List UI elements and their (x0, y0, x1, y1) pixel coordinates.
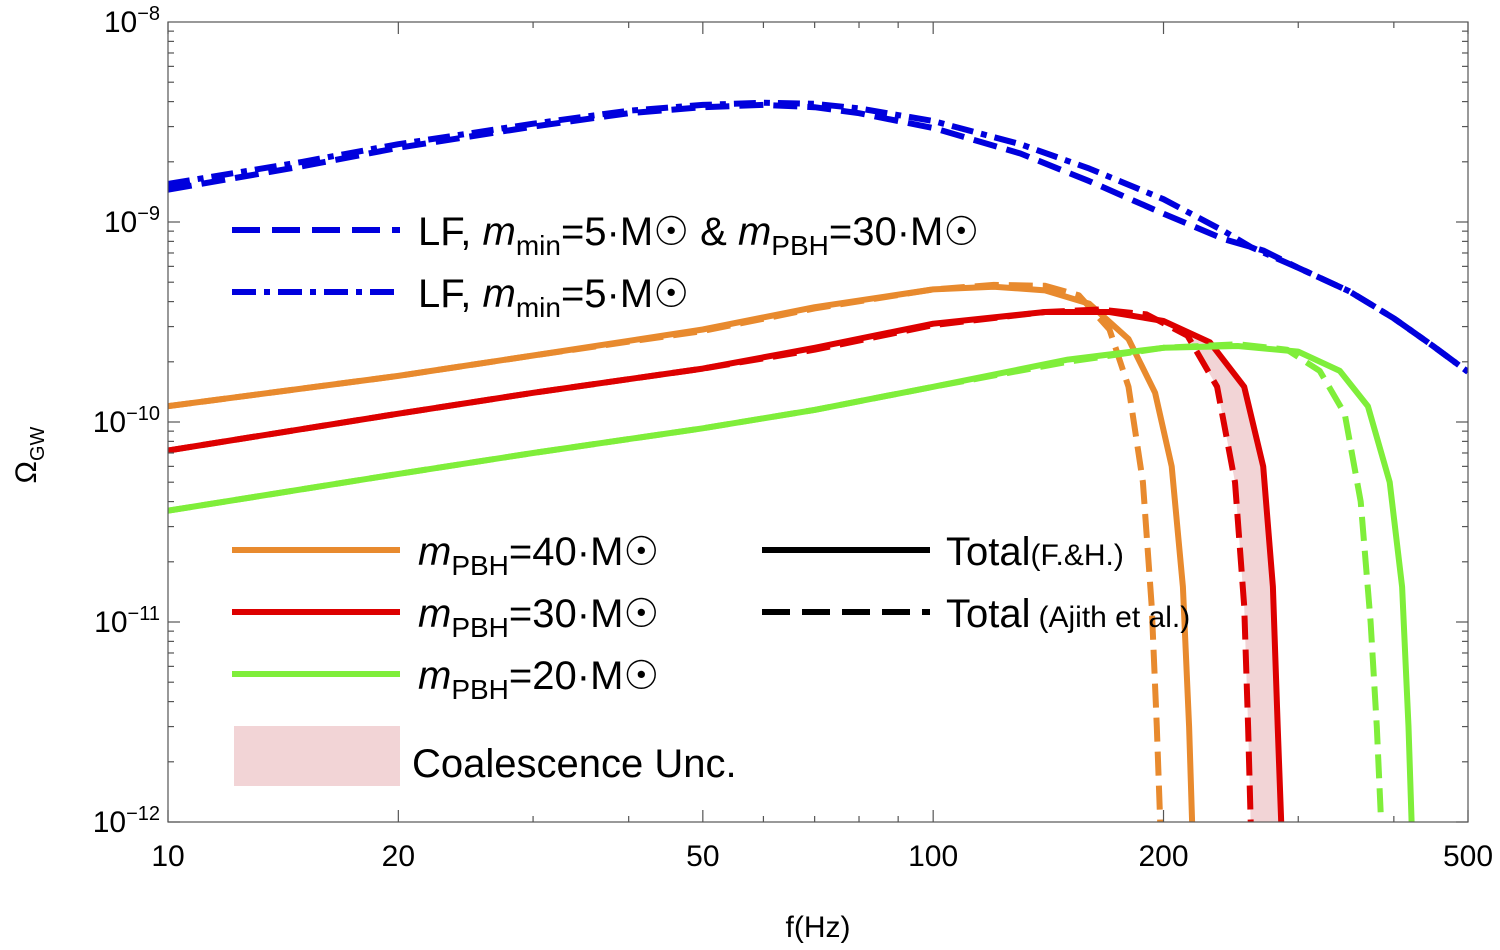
y-tick-label: 10−10 (93, 403, 160, 439)
series-line-m20-aj (168, 341, 1385, 822)
legend-m20-sub: PBH (451, 674, 509, 705)
legend-m20-val: =20·M (509, 654, 624, 698)
legend-m20: mPBH=20·M☉ (232, 654, 659, 705)
legend-lf-dash-m1: m (482, 210, 515, 254)
legend-band: Coalescence Unc. (234, 726, 737, 786)
legend-total-ajith-main: Total (946, 592, 1031, 636)
legend-lf-dash: LF, mmin=5·M☉ & mPBH=30·M☉ (232, 210, 979, 261)
x-axis-label: f(Hz) (786, 911, 851, 944)
x-tick-label: 10 (151, 840, 184, 873)
legend-lf-dash-m2: m (738, 210, 771, 254)
x-tick-label: 500 (1443, 840, 1493, 873)
legend-m40: mPBH=40·M☉ (232, 530, 659, 581)
legend-lf-dashdot: LF, mmin=5·M☉ (232, 272, 689, 323)
sun-icon: ☉ (623, 654, 659, 698)
y-tick-label: 10−11 (94, 603, 160, 639)
legend-total-ajith-note: (Ajith et al.) (1039, 601, 1191, 634)
legend-lf-dash-prefix: LF, (418, 210, 482, 254)
legend-lf-dash-m2sub: PBH (771, 230, 829, 261)
x-tick-label: 100 (908, 840, 958, 873)
sun-icon: ☉ (943, 210, 979, 254)
sun-icon: ☉ (623, 530, 659, 574)
legend-total-fh: Total(F.&H.) (762, 530, 1124, 574)
tick-layer: 10 20 50 100 200 500 10−12 10−11 10−10 10−9 10−8 (93, 3, 1493, 873)
legend-lf-dashdot-prefix: LF, (418, 272, 482, 316)
y-tick-label: 10−9 (104, 203, 160, 239)
series-line-lf-5 (168, 99, 1468, 375)
x-tick-label: 200 (1138, 840, 1188, 873)
coalescence-band-layer (1099, 309, 1282, 822)
legend-m40-sub: PBH (451, 550, 509, 581)
series-line-m40-aj (168, 281, 1164, 822)
svg-text:mPBH=20·M☉: mPBH=20·M☉ (418, 654, 659, 705)
legend-total-ajith: Total (Ajith et al.) (762, 592, 1190, 636)
legend-band-label: Coalescence Unc. (412, 742, 737, 786)
svg-text:mPBH=40·M☉: mPBH=40·M☉ (418, 530, 659, 581)
y-tick-label: 10−8 (104, 3, 160, 39)
legend-lf-dash-m1val: =5·M (561, 210, 653, 254)
svg-text:Total(F.&H.): Total(F.&H.) (946, 530, 1124, 574)
legend-m30-m: m (418, 592, 451, 636)
sun-icon: ☉ (623, 592, 659, 636)
legend-lf-dash-m2val: =30·M (829, 210, 944, 254)
legend-m30-val: =30·M (509, 592, 624, 636)
legend-lf-dash-amp: & (689, 210, 738, 254)
y-tick-label: 10−12 (93, 803, 160, 839)
legend-lf-dashdot-m1val: =5·M (561, 272, 653, 316)
legend-swatch-band (234, 726, 400, 786)
coalescence-band (1099, 309, 1282, 822)
legend-total-fh-note: (F.&H.) (1031, 539, 1124, 572)
series-layer (168, 99, 1468, 822)
legend-m30: mPBH=30·M☉ (232, 592, 659, 643)
legend-m30-sub: PBH (451, 612, 509, 643)
legend-m20-m: m (418, 654, 451, 698)
legend-total-fh-main: Total (946, 530, 1031, 574)
y-axis-label-sub: GW (27, 426, 49, 461)
y-axis-label: ΩGW (10, 426, 49, 483)
svg-text:Total(Ajith et al.): Total (Ajith et al.) (946, 592, 1190, 636)
svg-text:LF, mmin=5·M☉ & mPBH=30·M☉: LF, mmin=5·M☉ & mPBH=30·M☉ (418, 210, 979, 261)
legend-lf-dash-m1sub: min (516, 230, 561, 261)
svg-text:mPBH=30·M☉: mPBH=30·M☉ (418, 592, 659, 643)
x-tick-label: 20 (382, 840, 415, 873)
svg-text:ΩGW: ΩGW (10, 426, 49, 483)
legend-lf-dashdot-m1sub: min (516, 292, 561, 323)
series-line-m30-aj (168, 306, 1254, 822)
sun-icon: ☉ (653, 272, 689, 316)
y-axis-label-main: Ω (10, 461, 43, 483)
sun-icon: ☉ (653, 210, 689, 254)
svg-text:LF, mmin=5·M☉: LF, mmin=5·M☉ (418, 272, 689, 323)
legend-m40-val: =40·M (509, 530, 624, 574)
legend-m40-m: m (418, 530, 451, 574)
legend-lf-dashdot-m1: m (482, 272, 515, 316)
x-tick-label: 50 (686, 840, 719, 873)
